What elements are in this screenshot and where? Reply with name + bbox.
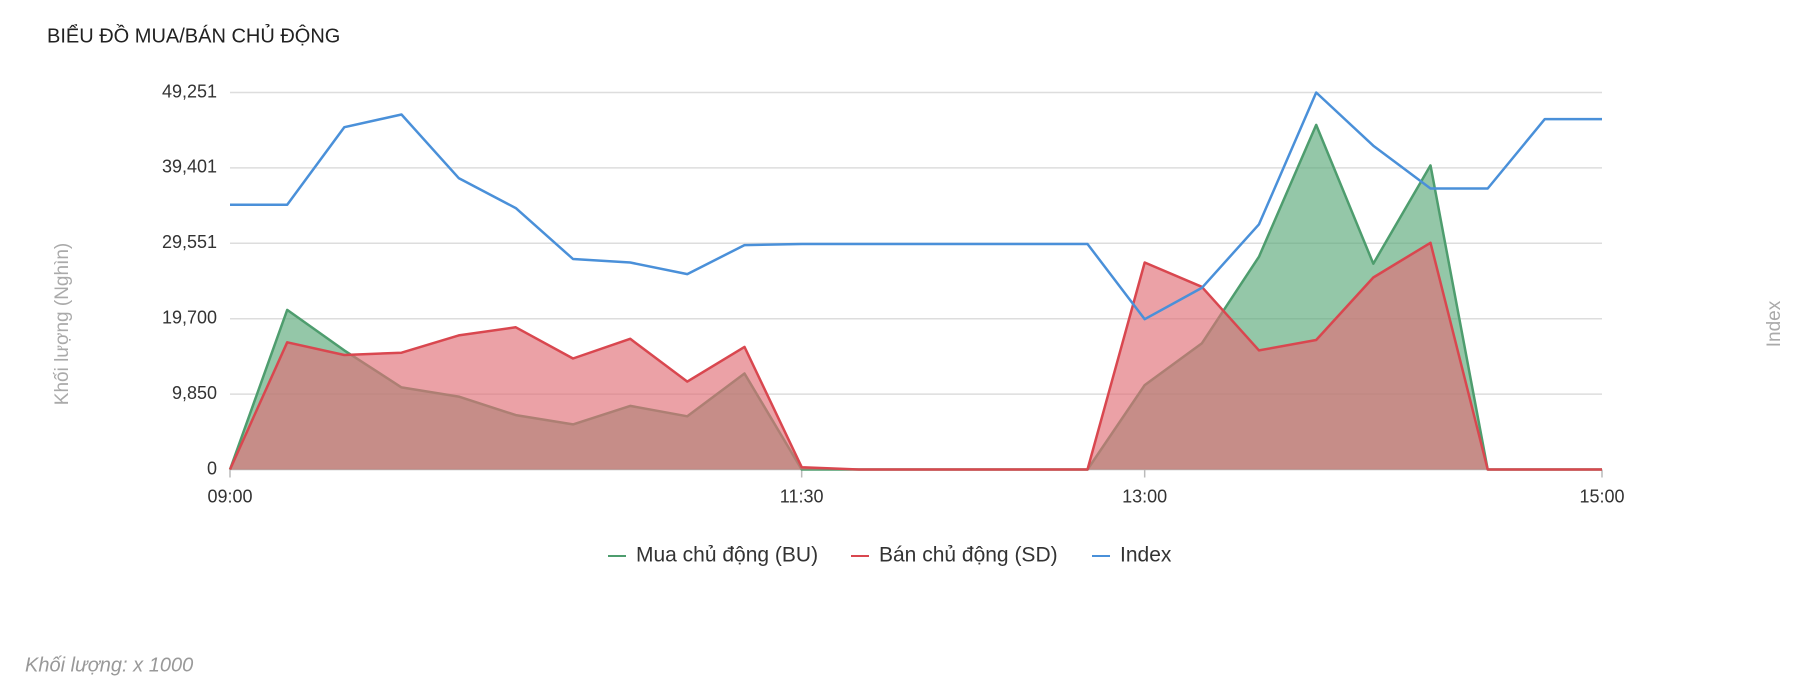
legend: Mua chủ động (BU) Bán chủ động (SD) Index: [608, 544, 1172, 567]
series-line: [230, 91, 1602, 321]
x-tick-label: 13:00: [1122, 486, 1167, 506]
y-tick-label: 49,251: [162, 81, 217, 101]
y-tick-label: 9,850: [172, 383, 217, 403]
legend-label: Bán chủ động (SD): [879, 544, 1058, 567]
area-fill: [230, 242, 1602, 470]
legend-label: Mua chủ động (BU): [636, 544, 818, 567]
y-tick-label: 29,551: [162, 232, 217, 252]
y2-axis-title: Index: [1764, 300, 1785, 347]
footnote: Khối lượng: x 1000: [25, 654, 193, 676]
x-tick-label: 11:30: [780, 486, 824, 506]
chart-title: BIỂU ĐỒ MUA/BÁN CHỦ ĐỘNG: [47, 23, 340, 47]
legend-label: Index: [1120, 544, 1172, 567]
x-tick-label: 15:00: [1579, 486, 1624, 506]
y-tick-label: 39,401: [162, 157, 217, 177]
y-axis-title: Khối lượng (Nghìn): [52, 243, 73, 405]
y-tick-label: 0: [207, 458, 217, 478]
series-line: [228, 241, 1602, 471]
y-tick-label: 19,700: [162, 307, 217, 327]
x-tick-label: 09:00: [207, 486, 252, 506]
